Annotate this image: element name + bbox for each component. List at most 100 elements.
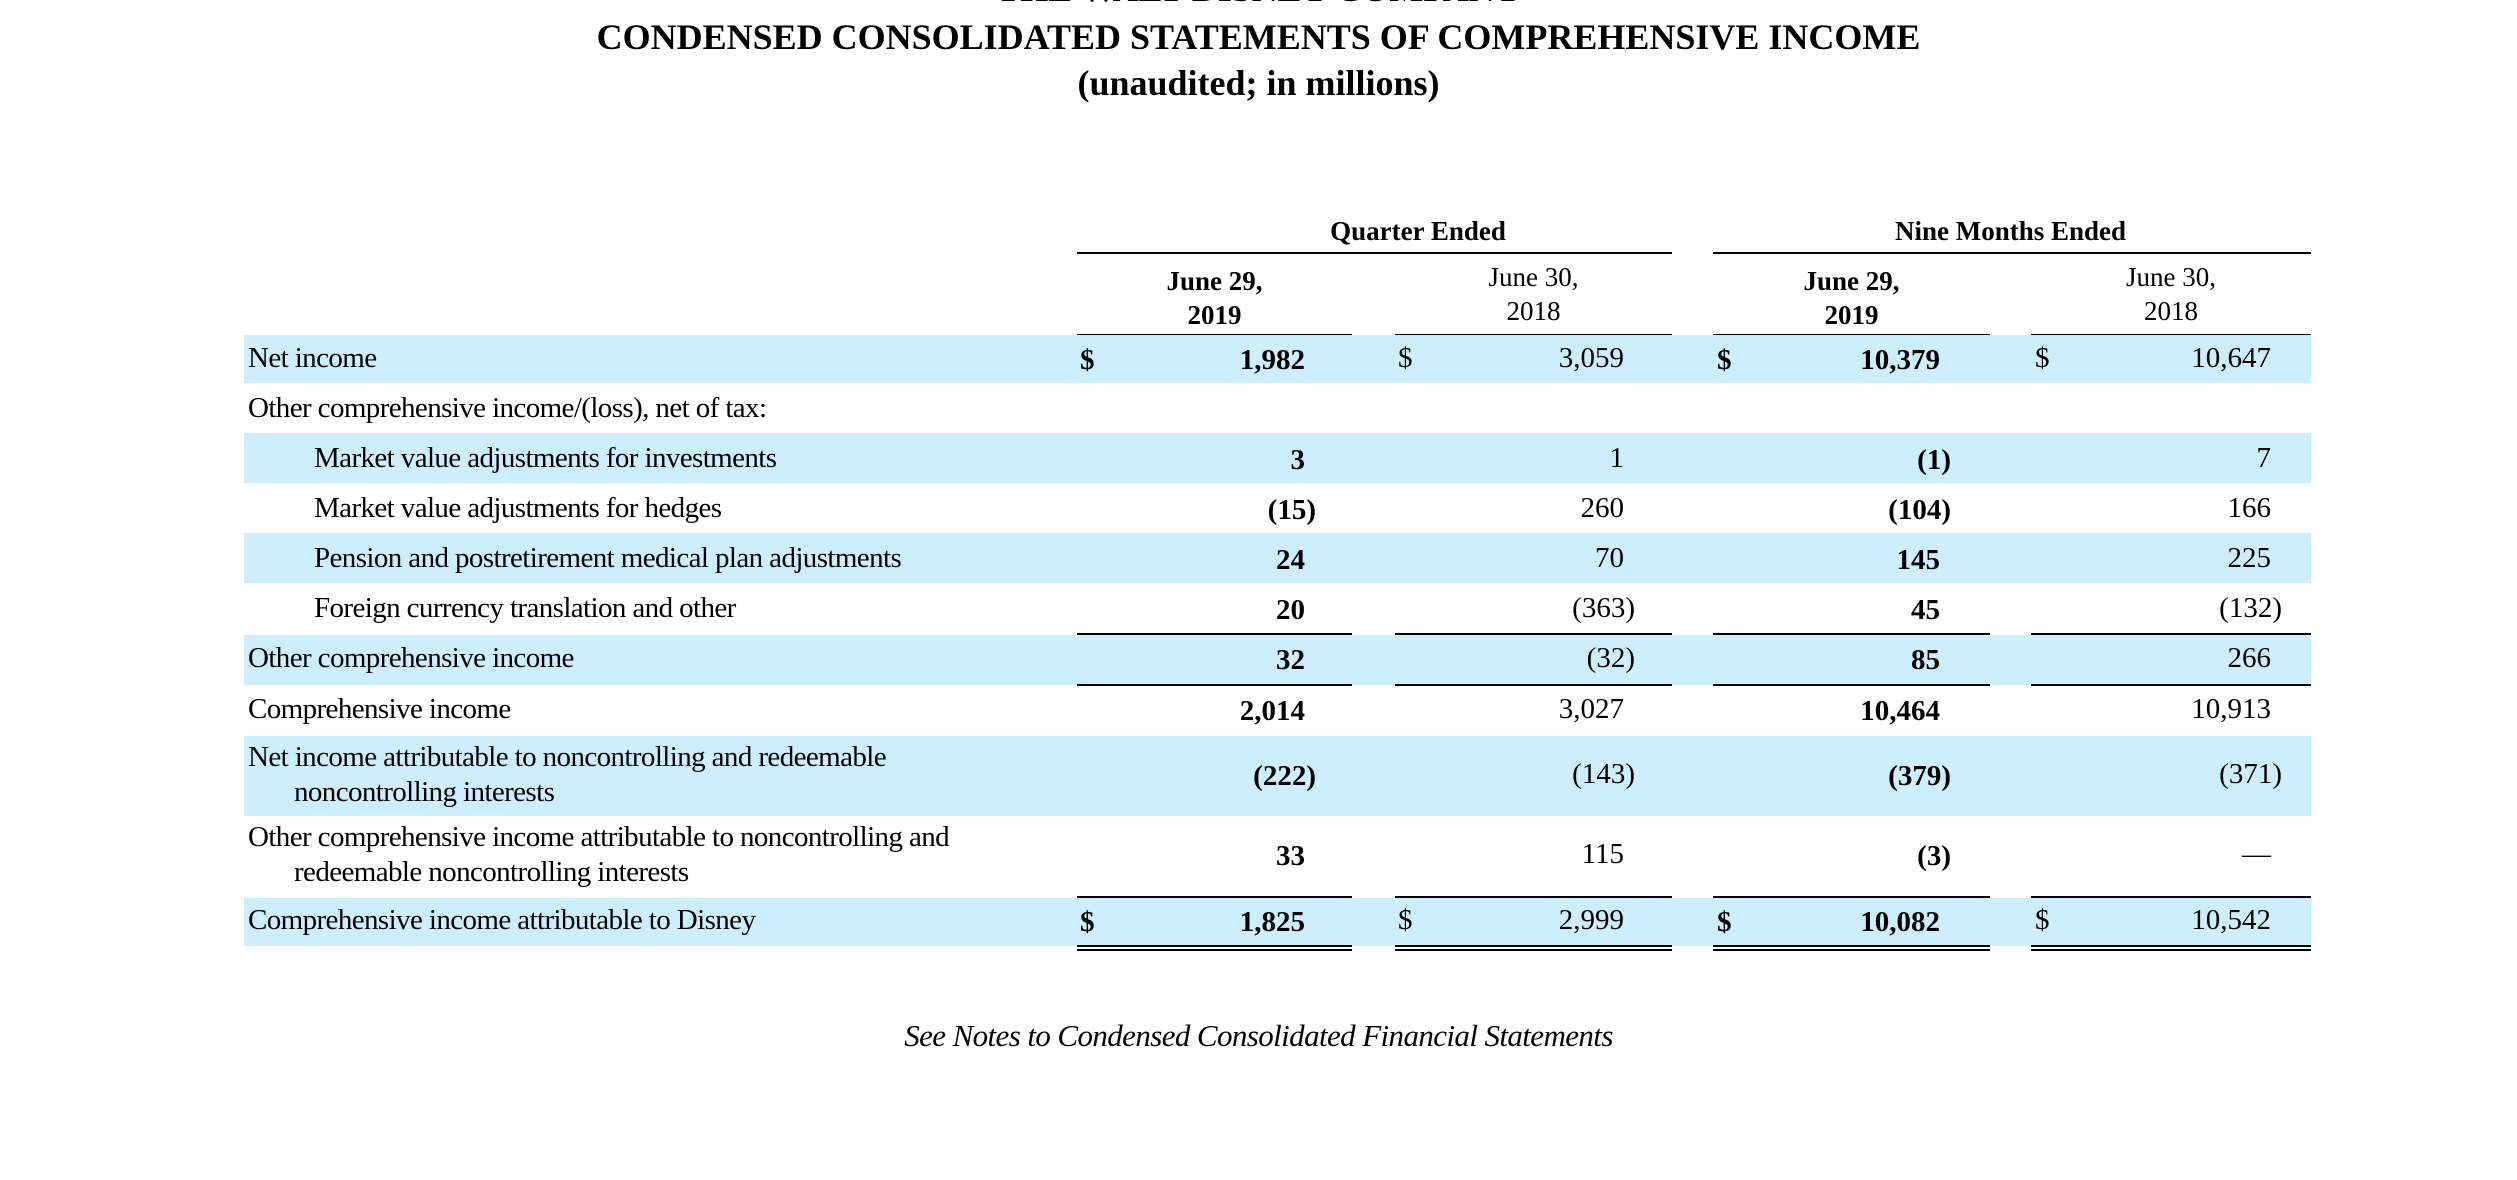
table-row-pension: Pension and postretirement medical plan …: [244, 533, 2311, 583]
cell: (3): [1917, 840, 1951, 872]
row-label: Market value adjustments for investments: [314, 442, 777, 474]
cell: 32: [1276, 644, 1305, 676]
currency-symbol: $: [1080, 344, 1095, 376]
subtotal-rule: [1713, 633, 1990, 635]
group-header-quarter: Quarter Ended: [1330, 216, 1506, 246]
currency-symbol: $: [1080, 906, 1095, 938]
cell: 20: [1276, 594, 1305, 626]
currency-symbol: $: [2035, 904, 2050, 936]
cell: 1: [1609, 442, 1625, 474]
footnote: See Notes to Condensed Consolidated Fina…: [904, 1018, 1613, 1053]
currency-symbol: $: [1717, 906, 1732, 938]
cell: 10,464: [1860, 695, 1940, 727]
cell: 260: [1580, 492, 1625, 524]
cell: 85: [1911, 644, 1940, 676]
cell: 45: [1911, 594, 1940, 626]
total-double-rule: [2031, 945, 2311, 951]
cell: 70: [1595, 542, 1624, 574]
row-label: Comprehensive income: [248, 693, 511, 725]
cell: 10,082: [1860, 906, 1940, 938]
subtotal-rule: [1395, 684, 1672, 686]
cell: 145: [1896, 544, 1941, 576]
cell: 2,999: [1558, 904, 1624, 936]
currency-symbol: $: [1717, 344, 1732, 376]
table-row-oci-header: Other comprehensive income/(loss), net o…: [244, 383, 2311, 433]
row-label: Market value adjustments for hedges: [314, 492, 722, 524]
subtotal-rule: [2031, 684, 2311, 686]
cell: (1): [1917, 444, 1951, 476]
cell: (15): [1267, 494, 1316, 526]
cell: (379): [1888, 760, 1951, 792]
cell: 2,014: [1239, 695, 1305, 727]
row-label-continued: noncontrolling interests: [294, 776, 555, 808]
total-double-rule: [1077, 945, 1352, 951]
cell: 115: [1581, 838, 1624, 870]
subtotal-rule: [1077, 633, 1352, 635]
cell: 266: [2227, 642, 2272, 674]
row-label: Foreign currency translation and other: [314, 592, 736, 624]
cell: 1,825: [1239, 906, 1305, 938]
col-header-q-2018: June 30, 2018: [1488, 262, 1579, 326]
table-row-investments: Market value adjustments for investments…: [244, 433, 2311, 483]
table-row-oci-total: Other comprehensive income 32 (32) 85 26…: [244, 635, 2311, 685]
row-label: Other comprehensive income: [248, 642, 574, 674]
cell: 10,647: [2191, 342, 2271, 374]
col-header-q-2019: June 29, 2019: [1166, 266, 1263, 330]
statement-subtitle: (unaudited; in millions): [1077, 63, 1440, 103]
cell: (104): [1888, 494, 1951, 526]
currency-symbol: $: [1398, 342, 1413, 374]
table-row-comprehensive-income: Comprehensive income 2,014 3,027 10,464 …: [244, 686, 2311, 736]
currency-symbol: $: [1398, 904, 1413, 936]
cell: 3,059: [1558, 342, 1624, 374]
group-rule-nine-months: [1713, 252, 2311, 254]
table-row-oci-noncontrolling: Other comprehensive income attributable …: [244, 816, 2311, 896]
row-label-continued: redeemable noncontrolling interests: [294, 856, 689, 888]
row-label: Other comprehensive income attributable …: [248, 821, 950, 853]
subtotal-rule: [1713, 896, 1990, 898]
cell: (363): [1572, 592, 1635, 624]
cell: 24: [1276, 544, 1305, 576]
table-row-net-income: Net income $ 1,982 $ 3,059 $ 10,379 $ 10…: [244, 335, 2311, 383]
row-label: Net income: [248, 342, 377, 374]
cell: 166: [2227, 492, 2272, 524]
group-rule-quarter: [1077, 252, 1672, 254]
subtotal-rule: [2031, 633, 2311, 635]
table-row-disney-total: Comprehensive income attributable to Dis…: [244, 898, 2311, 946]
currency-symbol: $: [2035, 342, 2050, 374]
cell: (32): [1586, 642, 1635, 674]
subtotal-rule: [1077, 684, 1352, 686]
statement-title: CONDENSED CONSOLIDATED STATEMENTS OF COM…: [596, 17, 1921, 57]
cell: 7: [2256, 442, 2272, 474]
row-label: Other comprehensive income/(loss), net o…: [248, 392, 767, 424]
cell: 10,379: [1860, 344, 1940, 376]
cell: (143): [1572, 758, 1635, 790]
table-row-noncontrolling: Net income attributable to noncontrollin…: [244, 736, 2311, 816]
cell: 10,913: [2191, 693, 2271, 725]
row-label: Net income attributable to noncontrollin…: [248, 741, 887, 773]
cell: 3,027: [1558, 693, 1624, 725]
row-label: Pension and postretirement medical plan …: [314, 542, 902, 574]
cell: (371): [2219, 758, 2282, 790]
cell: 1,982: [1239, 344, 1305, 376]
subtotal-rule: [1395, 633, 1672, 635]
cell: 33: [1276, 840, 1305, 872]
total-double-rule: [1713, 945, 1990, 951]
cell: (132): [2219, 592, 2282, 624]
subtotal-rule: [1395, 896, 1672, 898]
group-header-nine-months: Nine Months Ended: [1894, 216, 2127, 246]
table-row-hedges: Market value adjustments for hedges (15)…: [244, 483, 2311, 533]
company-name: THE WALT DISNEY COMPANY: [0, 0, 2517, 9]
cell: 10,542: [2191, 904, 2271, 936]
table-row-foreign-currency: Foreign currency translation and other 2…: [244, 583, 2311, 633]
cell: —: [2242, 838, 2271, 870]
cell: 225: [2227, 542, 2272, 574]
row-label: Comprehensive income attributable to Dis…: [248, 904, 756, 936]
subtotal-rule: [2031, 896, 2311, 898]
cell: (222): [1253, 760, 1316, 792]
total-double-rule: [1395, 945, 1672, 951]
cell: 3: [1290, 444, 1306, 476]
subtotal-rule: [1713, 684, 1990, 686]
col-header-9m-2018: June 30, 2018: [2126, 262, 2216, 326]
col-header-9m-2019: June 29, 2019: [1803, 266, 1900, 330]
subtotal-rule: [1077, 896, 1352, 898]
